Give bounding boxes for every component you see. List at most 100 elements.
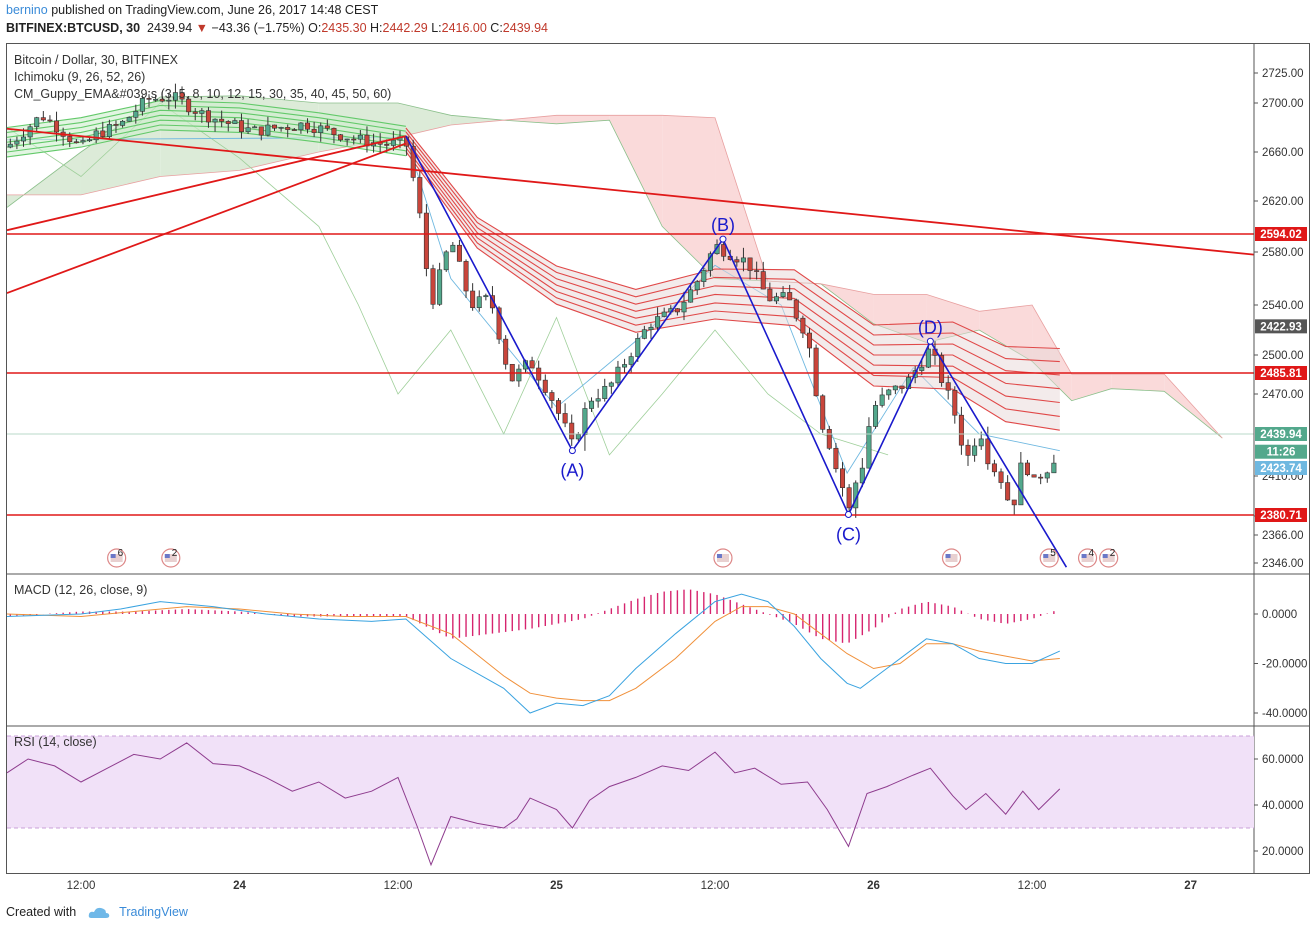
time-tick-label: 12:00 xyxy=(384,880,413,892)
candle-body xyxy=(186,98,192,113)
price-tick-label: 2500.00 xyxy=(1262,350,1304,362)
candle-body xyxy=(714,244,720,255)
ichimoku-cloud-segment xyxy=(450,115,504,126)
candle-body xyxy=(291,129,297,131)
candle-body xyxy=(945,382,951,391)
candle-body xyxy=(707,253,713,271)
flag-canton xyxy=(1043,554,1049,558)
guppy-long-ema-line xyxy=(405,143,1060,404)
candle-body xyxy=(172,92,178,101)
tradingview-cloud-icon xyxy=(88,908,109,919)
ichimoku-cloud-segment xyxy=(503,115,557,124)
wave-point xyxy=(926,337,934,345)
flag-canton xyxy=(945,554,951,558)
candle-body xyxy=(562,413,568,424)
candle-body xyxy=(47,119,53,122)
candle-body xyxy=(556,400,562,414)
candle-body xyxy=(139,98,145,112)
candle-body xyxy=(192,111,198,114)
wave-label: (C) xyxy=(836,525,861,545)
candle-body xyxy=(721,244,727,257)
candle-body xyxy=(694,281,700,291)
candle-body xyxy=(787,292,793,301)
macd-legend[interactable]: MACD (12, 26, close, 9) xyxy=(14,583,148,597)
candle-body xyxy=(1051,462,1057,474)
candle-body xyxy=(602,385,608,399)
flag-canton xyxy=(164,554,170,558)
candle-body xyxy=(496,307,502,340)
wave-label: (D) xyxy=(918,317,943,337)
candle-body xyxy=(939,355,945,383)
candle-body xyxy=(740,257,746,263)
rsi-line xyxy=(6,742,1061,867)
candle-body xyxy=(899,385,905,390)
price-label-text: 11:26 xyxy=(1267,447,1296,459)
rsi-legend[interactable]: RSI (14, close) xyxy=(14,735,97,749)
candle-body xyxy=(681,301,687,313)
ichimoku-cloud-segment xyxy=(1071,374,1112,401)
price-label-box xyxy=(1255,444,1307,459)
price-label-box xyxy=(1255,366,1307,380)
candle-body xyxy=(542,379,548,393)
candle-body xyxy=(159,98,165,102)
price-tick-label: 2470.00 xyxy=(1262,389,1304,401)
candle-body xyxy=(1018,462,1024,506)
candle-body xyxy=(582,408,588,435)
candle-body xyxy=(450,244,456,253)
footer: Created with TradingView xyxy=(6,905,188,919)
guppy-legend[interactable]: CM_Guppy_EMA&#039;s (3, 5, 8, 10, 12, 15… xyxy=(14,87,392,101)
ichimoku-cloud-segment xyxy=(556,115,610,124)
candle-body xyxy=(225,121,231,124)
guppy-short-ema-line xyxy=(7,124,406,153)
candle-body xyxy=(417,177,423,214)
tradingview-link[interactable]: TradingView xyxy=(119,905,188,919)
candle-body xyxy=(747,257,753,271)
candle-body xyxy=(655,316,661,328)
event-count-label: 2 xyxy=(1110,548,1116,559)
main-pane: (A) (B) (C) (D) 6 2 5 4 2 xyxy=(7,83,1254,568)
candle-body xyxy=(126,116,132,122)
candle-body xyxy=(800,317,806,334)
candle-body xyxy=(80,140,86,143)
time-tick-label: 12:00 xyxy=(1018,880,1047,892)
candle-body xyxy=(820,395,826,430)
candle-body xyxy=(7,143,13,148)
candle-body xyxy=(390,139,396,146)
price-tick-label: 2346.00 xyxy=(1262,558,1304,570)
price-label-box xyxy=(1255,461,1307,475)
candle-body xyxy=(549,392,555,401)
down-arrow-icon: ▼ xyxy=(195,21,209,35)
ichimoku-legend[interactable]: Ichimoku (9, 26, 52, 26) xyxy=(14,70,146,84)
candle-body xyxy=(298,122,304,131)
price-label-text: 2485.81 xyxy=(1260,368,1302,380)
candle-body xyxy=(489,295,495,309)
candle-body xyxy=(437,269,443,305)
change-value: −43.36 (−1.75%) xyxy=(211,21,305,35)
candle-body xyxy=(674,308,680,313)
main-legend[interactable]: Bitcoin / Dollar, 30, BITFINEX xyxy=(14,53,178,67)
guppy-long-ema-line xyxy=(405,127,1060,350)
author-link[interactable]: bernino xyxy=(6,3,48,17)
candle-body xyxy=(1011,499,1017,506)
candle-body xyxy=(635,338,641,357)
chart-frame[interactable] xyxy=(6,43,1310,874)
guppy-short-ema-line xyxy=(7,104,406,133)
guppy-short-ribbon xyxy=(7,100,406,157)
flag-body xyxy=(945,554,958,562)
candle-body xyxy=(701,270,707,282)
candle-body xyxy=(767,288,773,302)
guppy-long-ema-line xyxy=(405,151,1060,431)
macd-line xyxy=(6,593,1061,714)
price-label-text: 2439.94 xyxy=(1260,429,1302,441)
macd-signal-line xyxy=(6,606,1060,702)
macd-tick-label: 0.0000 xyxy=(1262,609,1297,621)
candle-body xyxy=(575,434,581,440)
time-tick-label: 26 xyxy=(867,880,880,892)
candle-body xyxy=(780,292,786,297)
time-tick-label: 12:00 xyxy=(67,880,96,892)
candle-body xyxy=(589,400,595,409)
candle-body xyxy=(595,398,601,402)
wave-point xyxy=(719,235,727,243)
rsi-band xyxy=(7,736,1254,828)
